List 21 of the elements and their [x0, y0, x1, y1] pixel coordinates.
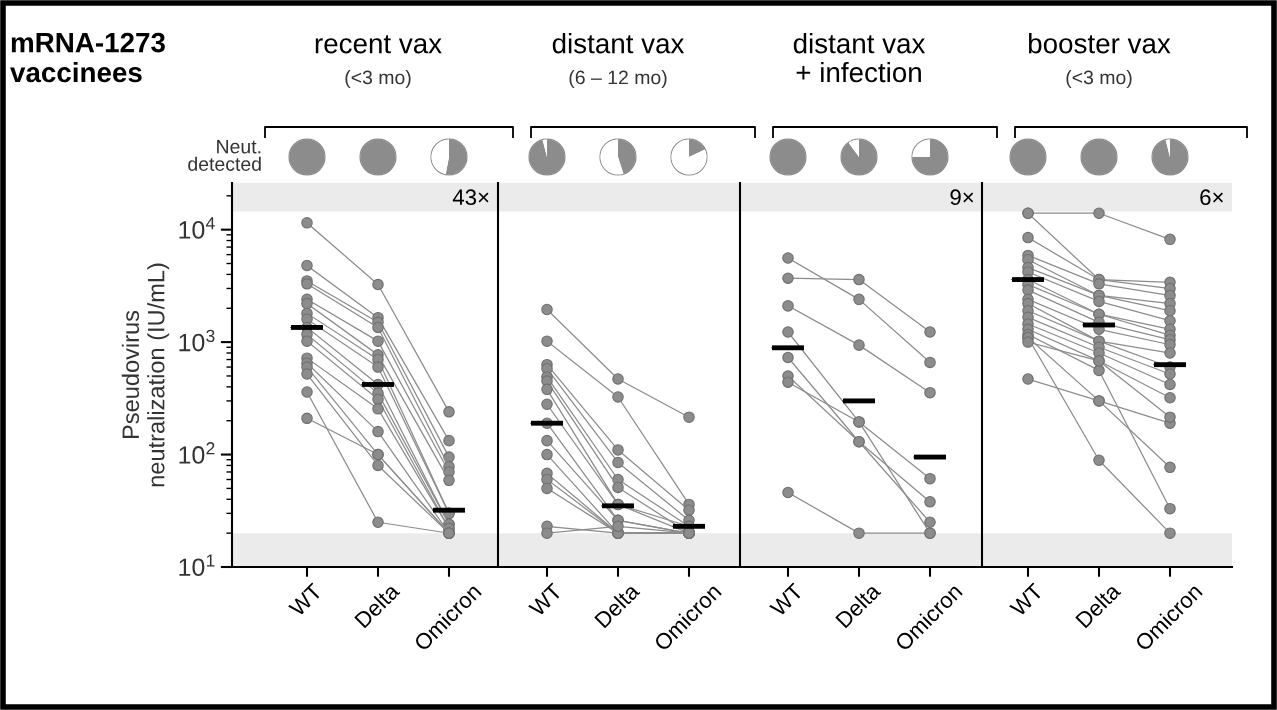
- chart-title: distant vax + infection: [793, 33, 926, 83]
- y-tick-label: 10$^{4}$: [179, 217, 215, 239]
- y-tick-label: 10$^{2}$: [179, 442, 215, 464]
- chart-title: recent vax: [315, 35, 442, 54]
- annotation: 9×: [950, 189, 974, 206]
- x-tick-label: WT: [528, 582, 563, 618]
- chart-subtitle: (<3 mo): [345, 70, 411, 89]
- chart-title: booster vax: [1029, 33, 1171, 54]
- text: Neut. detected: [188, 139, 261, 171]
- chart-subtitle: (6 – 12 mo): [569, 70, 667, 89]
- y-tick-label: 10$^{3}$: [179, 329, 215, 352]
- x-tick-label: WT: [288, 582, 323, 618]
- chart-subtitle: (<3 mo): [1066, 70, 1132, 89]
- x-tick-label: WT: [769, 582, 804, 618]
- annotation: 43×: [452, 189, 489, 206]
- x-tick-label: WT: [1009, 582, 1044, 618]
- y-axis-title: Pseudovirus neutralization (IU/mL): [121, 263, 170, 487]
- annotation: 6×: [1200, 189, 1223, 206]
- chart-title: distant vax: [552, 33, 685, 54]
- text: mRNA-1273 vaccinees: [10, 32, 165, 83]
- y-tick-label: 10$^{1}$: [179, 554, 215, 577]
